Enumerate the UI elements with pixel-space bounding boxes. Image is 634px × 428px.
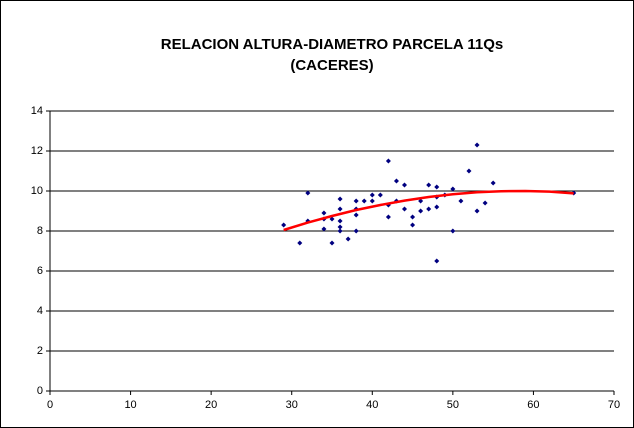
y-tick-label: 10 xyxy=(31,185,43,197)
point xyxy=(345,236,351,242)
x-tick-label: 50 xyxy=(447,399,459,411)
trendline xyxy=(283,189,574,232)
point xyxy=(474,142,480,148)
x-tick-label: 30 xyxy=(286,399,298,411)
point xyxy=(281,222,287,228)
chart-title: RELACION ALTURA-DIAMETRO PARCELA 11Qs xyxy=(161,36,504,53)
point xyxy=(337,224,343,230)
point xyxy=(329,216,335,222)
point xyxy=(434,258,440,264)
point xyxy=(434,204,440,210)
point xyxy=(385,158,391,164)
x-tick-label: 0 xyxy=(47,399,53,411)
y-tick-label: 8 xyxy=(37,225,43,237)
point xyxy=(337,228,343,234)
point xyxy=(482,200,488,206)
point xyxy=(337,196,343,202)
point xyxy=(474,208,480,214)
y-tick-label: 12 xyxy=(31,145,43,157)
point xyxy=(434,184,440,190)
point xyxy=(410,214,416,220)
y-tick-label: 4 xyxy=(37,305,43,317)
point xyxy=(297,240,303,246)
point xyxy=(418,198,424,204)
x-tick-label: 60 xyxy=(527,399,539,411)
point xyxy=(402,206,408,212)
point xyxy=(329,240,335,246)
y-tick-label: 2 xyxy=(37,345,43,357)
point xyxy=(466,168,472,174)
point xyxy=(353,198,359,204)
point xyxy=(450,186,456,192)
chart-title: (CACERES) xyxy=(290,57,373,74)
point xyxy=(490,180,496,186)
point xyxy=(353,228,359,234)
point xyxy=(369,192,375,198)
point xyxy=(393,178,399,184)
x-tick-label: 40 xyxy=(366,399,378,411)
y-tick-label: 0 xyxy=(37,385,43,397)
point xyxy=(410,222,416,228)
point xyxy=(321,210,327,216)
point xyxy=(402,182,408,188)
point xyxy=(426,182,432,188)
x-tick-label: 20 xyxy=(205,399,217,411)
x-tick-label: 70 xyxy=(608,399,620,411)
point xyxy=(450,228,456,234)
x-tick-label: 10 xyxy=(124,399,136,411)
point xyxy=(337,218,343,224)
point xyxy=(377,192,383,198)
point xyxy=(369,198,375,204)
y-tick-label: 14 xyxy=(31,105,43,117)
point xyxy=(418,208,424,214)
point xyxy=(305,190,311,196)
point xyxy=(353,212,359,218)
point xyxy=(361,198,367,204)
point xyxy=(321,226,327,232)
point xyxy=(458,198,464,204)
y-tick-label: 6 xyxy=(37,265,43,277)
point xyxy=(385,214,391,220)
point xyxy=(337,206,343,212)
point xyxy=(426,206,432,212)
